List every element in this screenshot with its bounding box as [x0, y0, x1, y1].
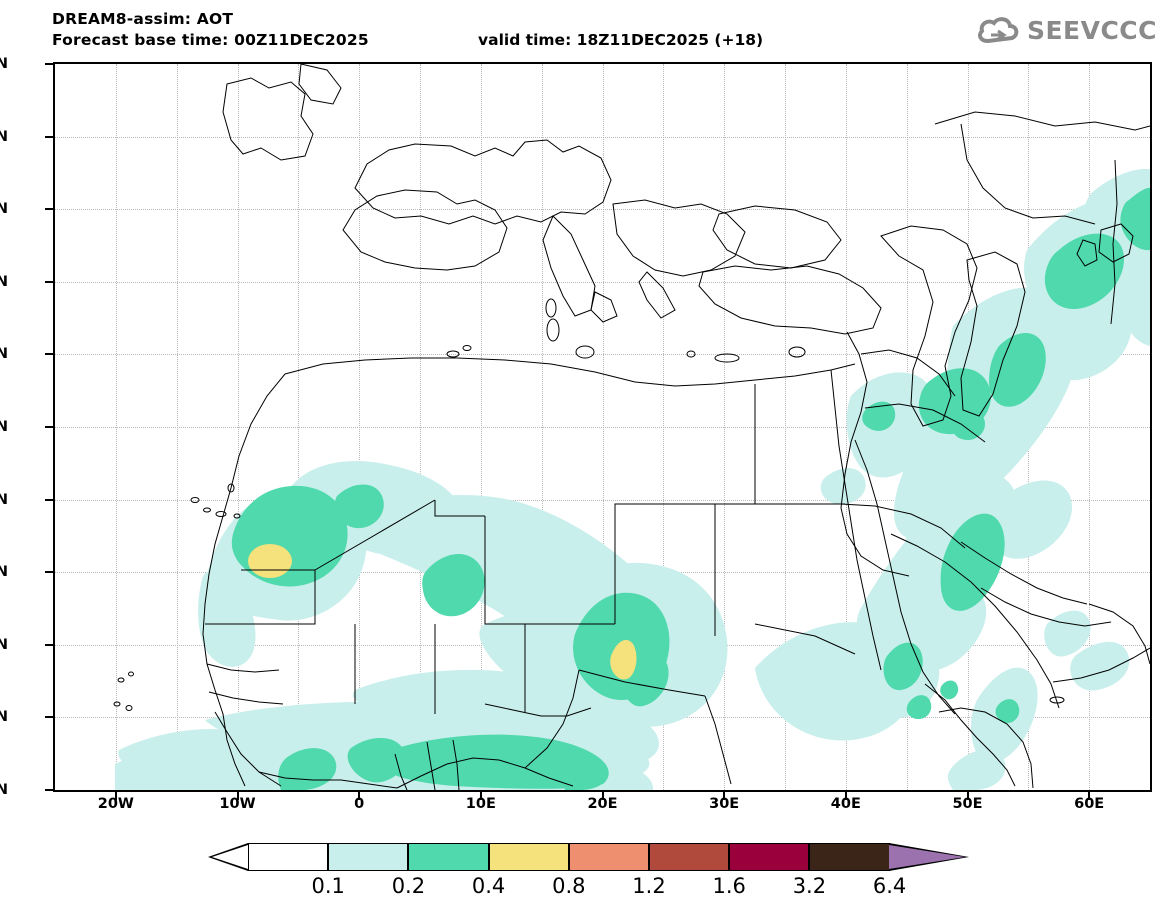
y-axis-tick — [45, 280, 53, 283]
y-axis-tick-label: 45N — [0, 201, 8, 218]
y-axis-tick — [45, 135, 53, 138]
aot-contour-layer — [113, 64, 1150, 790]
colorbar-tick-label: 1.6 — [712, 874, 746, 898]
valid-time-label: valid time: 18Z11DEC2025 (+18) — [478, 31, 764, 49]
colorbar-tick-label: 6.4 — [872, 874, 907, 898]
x-axis-tick-label: 30E — [709, 796, 740, 812]
chart-header: DREAM8-assim: AOT Forecast base time: 00… — [0, 0, 1165, 58]
y-axis-tick — [45, 353, 53, 356]
page-title: DREAM8-assim: AOT — [52, 10, 234, 28]
colorbar-swatch — [488, 843, 569, 871]
x-axis-tick — [601, 792, 604, 800]
y-axis-tick — [45, 571, 53, 574]
x-axis-tick — [966, 792, 969, 800]
y-axis-tick-label: 30N — [0, 419, 8, 435]
colorbar-swatch — [729, 843, 810, 871]
gridline-horizontal — [55, 499, 1150, 501]
x-axis-tick-label: 10E — [465, 796, 496, 812]
x-axis-tick-label: 20W — [97, 796, 134, 812]
colorbar-swatch — [328, 843, 409, 871]
x-axis-tick — [358, 792, 361, 800]
colorbar-swatch — [248, 843, 329, 871]
x-axis-tick — [114, 792, 117, 800]
colorbar-tick-label: 0.1 — [311, 874, 345, 898]
cloud-icon — [976, 15, 1020, 45]
colorbar-tick-label: 3.2 — [792, 874, 827, 898]
gridline-horizontal — [55, 427, 1150, 428]
gridline-horizontal — [55, 281, 1150, 283]
y-axis-tick-label: 10N — [0, 709, 8, 726]
map-canvas — [55, 64, 1150, 790]
y-axis-tick-label: 20N — [0, 564, 8, 581]
y-axis-tick-label: 55N — [0, 56, 8, 72]
map-plot-area — [53, 62, 1152, 792]
gridline-horizontal — [55, 136, 1150, 138]
gridline-horizontal — [55, 209, 1150, 211]
colorbar-tick-label: 0.4 — [471, 874, 506, 898]
x-axis-tick — [236, 792, 239, 800]
y-axis-tick-label: 40N — [0, 273, 8, 290]
x-axis-tick-label: 10W — [219, 796, 256, 812]
x-axis-tick-label: 0 — [354, 796, 365, 812]
y-axis-tick-label: 35N — [0, 346, 8, 363]
colorbar-swatch — [648, 843, 730, 871]
colorbar: 0.1 0.2 0.4 0.8 1.2 1.6 3.2 6.4 — [0, 840, 1165, 900]
colorbar-tick-label: 0.8 — [552, 874, 586, 898]
y-axis-tick-label: 5N — [0, 782, 8, 798]
x-axis-tick — [1088, 792, 1091, 800]
seevccc-logo: SEEVCCC — [976, 12, 1157, 48]
x-axis-tick-label: 40E — [830, 796, 861, 812]
colorbar-tick-label: 0.2 — [391, 874, 426, 898]
colorbar-swatch — [408, 843, 489, 871]
forecast-base-time-label: Forecast base time: 00Z11DEC2025 — [52, 31, 369, 49]
colorbar-under-arrow-fill — [212, 845, 248, 869]
y-axis-tick — [45, 498, 53, 501]
y-axis-tick — [45, 716, 53, 719]
gridline-horizontal — [55, 354, 1150, 356]
x-axis-tick-label: 60E — [1074, 796, 1105, 812]
y-axis-tick — [45, 426, 53, 428]
y-axis-tick — [45, 63, 53, 65]
colorbar-swatch — [809, 843, 890, 871]
y-axis-tick-label: 15N — [0, 636, 8, 653]
x-axis-tick — [723, 792, 726, 800]
y-axis-tick-label: 25N — [0, 491, 8, 508]
y-axis-tick-label: 50N — [0, 128, 8, 145]
y-axis-tick — [45, 208, 53, 211]
colorbar-cells — [248, 843, 890, 871]
logo-text: SEEVCCC — [1026, 15, 1157, 45]
colorbar-swatch — [568, 843, 649, 871]
y-axis-tick — [45, 643, 53, 646]
x-axis-tick — [479, 792, 482, 800]
x-axis-tick-label: 50E — [952, 796, 983, 812]
y-axis-tick — [45, 789, 53, 791]
colorbar-tick-label: 1.2 — [632, 874, 666, 898]
x-axis-tick — [844, 792, 847, 800]
colorbar-over-arrow-fill — [889, 845, 965, 869]
x-axis-tick-label: 20E — [587, 796, 618, 812]
